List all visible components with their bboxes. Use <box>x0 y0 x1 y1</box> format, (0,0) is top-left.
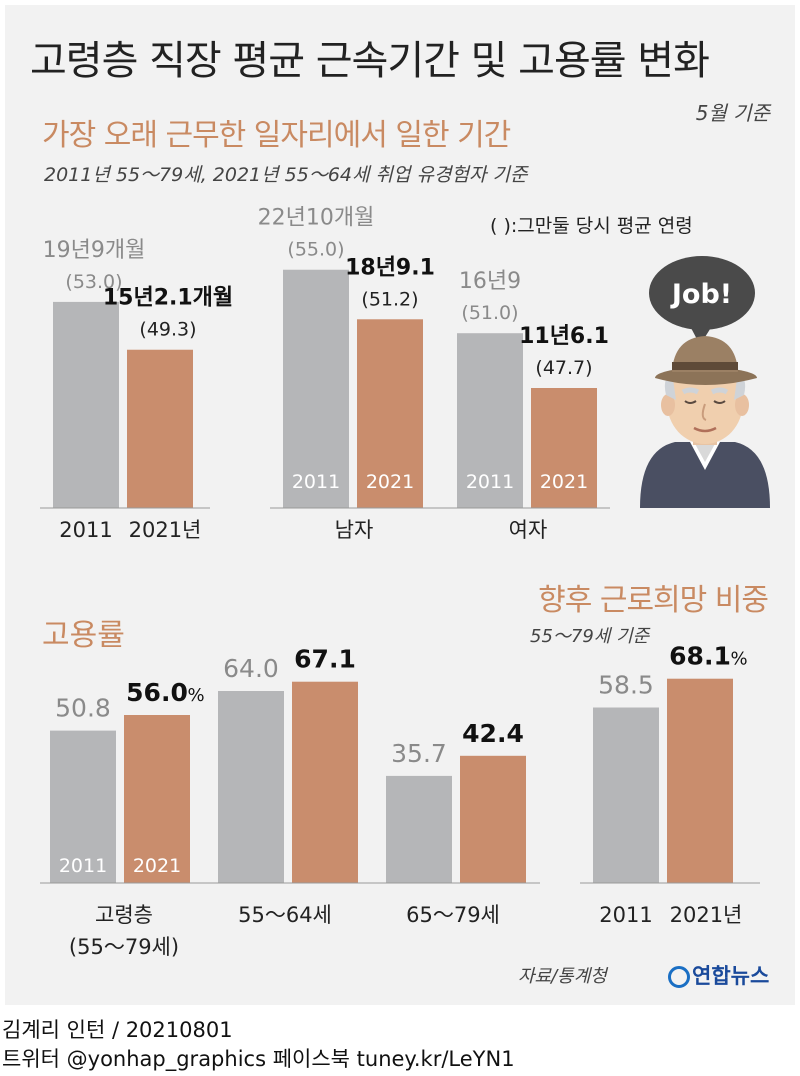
duration-bar-2021-2 <box>531 387 597 508</box>
duration-label-2011-2: 16년9 <box>459 269 521 294</box>
x-label-female: 여자 <box>509 518 548 542</box>
age-label-2021-2: (47.7) <box>535 357 592 379</box>
employment-pct-suffix: % <box>187 685 204 706</box>
x-label-2021: 2021년 <box>129 518 202 542</box>
yonhap-logo-text: 연합뉴스 <box>692 964 770 988</box>
duration-label-2011-0: 19년9개월 <box>43 238 146 263</box>
inbar-year-emp-2011: 2011 <box>59 855 107 877</box>
age-legend: ( ):그만둘 당시 평균 연령 <box>490 215 693 237</box>
desire-bar-1 <box>667 678 733 883</box>
age-label-2021-1: (51.2) <box>361 288 418 310</box>
age-label-2011-0: (53.0) <box>65 271 122 293</box>
x-label-desire-2021: 2021년 <box>670 903 743 927</box>
left-eye <box>684 400 697 404</box>
right-eyebrow <box>710 387 729 395</box>
left-eyebrow <box>681 387 700 395</box>
speech-bubble-text: Job! <box>670 279 732 310</box>
duration-bar-2011-2 <box>457 333 523 508</box>
right-ear <box>735 394 749 416</box>
page-title: 고령층 직장 평균 근속기간 및 고용률 변화 <box>30 38 710 84</box>
section1-title: 가장 오래 근무한 일자리에서 일한 기간 <box>42 118 511 153</box>
inbar-year-2011-2: 2011 <box>466 471 514 493</box>
inbar-year-2021-2: 2021 <box>540 471 588 493</box>
duration-label-2021-2: 11년6.1 <box>519 324 609 349</box>
x-label-2011: 2011 <box>59 518 112 542</box>
section2-title: 고용률 <box>42 618 125 653</box>
employment-bar-2021-0 <box>124 715 190 883</box>
x-label-55-64: 55～64세 <box>238 903 332 927</box>
desire-pct-suffix: % <box>730 649 747 670</box>
inbar-year-2011-1: 2011 <box>292 471 340 493</box>
employment-bar-2021-1 <box>292 681 358 883</box>
employment-value-2011-1: 64.0 <box>223 654 279 683</box>
duration-bar-2011-1 <box>283 269 349 508</box>
yonhap-logo-icon <box>668 966 690 988</box>
credit-line-1: 김계리 인턴 / 20210801 <box>2 1018 233 1042</box>
yonhap-logo: 연합뉴스 <box>668 960 769 990</box>
duration-label-2011-1: 22년10개월 <box>258 206 375 231</box>
age-label-2011-2: (51.0) <box>461 302 518 324</box>
duration-bar-2011-0 <box>53 301 119 508</box>
desire-value-1: 68.1 <box>669 642 731 671</box>
basis-note: 5월 기준 <box>695 101 770 125</box>
employment-value-2021-1: 67.1 <box>294 645 356 674</box>
right-eye <box>713 400 726 404</box>
x-label-desire-2011: 2011 <box>599 903 652 927</box>
desire-bar-0 <box>593 707 659 883</box>
age-label-2011-1: (55.0) <box>287 239 344 261</box>
duration-label-2021-0: 15년2.1개월 <box>103 286 233 311</box>
hat-band <box>672 362 738 370</box>
left-ear <box>661 394 675 416</box>
duration-label-2021-1: 18년9.1 <box>345 255 435 280</box>
employment-bar-2011-0 <box>50 730 116 883</box>
speech-bubble <box>649 256 755 330</box>
elderly-man-illustration: Job! <box>640 256 770 508</box>
x-label-elderly: 고령층 <box>95 903 153 927</box>
section1-note: 2011년 55～79세, 2021년 55～64세 취업 유경험자 기준 <box>44 164 528 186</box>
credit-line-2: 트위터 @yonhap_graphics 페이스북 tuney.kr/LeYN1 <box>2 1047 515 1071</box>
employment-value-2021-0: 56.0 <box>126 678 188 707</box>
inbar-year-2021-1: 2021 <box>366 471 414 493</box>
source-text: 자료/통계청 <box>518 966 607 987</box>
section3-title: 향후 근로희망 비중 <box>538 583 769 618</box>
employment-bar-2011-1 <box>218 691 284 883</box>
inbar-year-emp-2021: 2021 <box>133 855 181 877</box>
speech-bubble-tail <box>690 326 712 345</box>
sweater-body <box>640 442 770 508</box>
employment-value-2011-0: 50.8 <box>55 694 111 723</box>
nose <box>701 403 707 421</box>
desire-value-0: 58.5 <box>598 671 654 700</box>
age-label-2021-0: (49.3) <box>139 319 196 341</box>
duration-bar-2021-0 <box>127 349 193 508</box>
employment-bar-2011-2 <box>386 775 452 883</box>
employment-bar-2021-2 <box>460 755 526 883</box>
employment-value-2021-2: 42.4 <box>462 719 524 748</box>
x-label-male: 남자 <box>335 518 374 542</box>
mouth <box>693 426 717 433</box>
section3-note: 55～79세 기준 <box>530 626 650 647</box>
employment-value-2011-2: 35.7 <box>391 739 447 768</box>
shirt-v <box>694 442 716 462</box>
duration-bar-2021-1 <box>357 319 423 508</box>
x-label-elderly-range: (55～79세) <box>69 935 179 959</box>
x-label-65-79: 65～79세 <box>406 903 500 927</box>
